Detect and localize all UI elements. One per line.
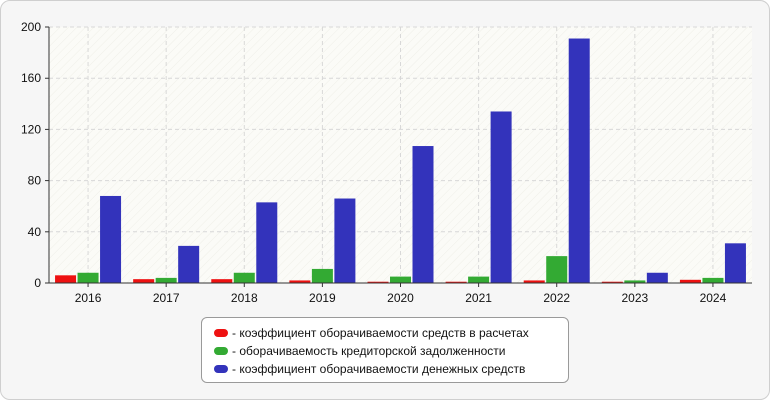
bar <box>624 280 646 283</box>
bar <box>390 276 411 283</box>
axes <box>45 26 752 287</box>
legend-item: - коэффициент оборачиваемости денежных с… <box>214 360 568 378</box>
x-tick-label: 2018 <box>231 291 258 305</box>
bar <box>100 195 122 283</box>
y-tick-labels: 0 40 80 120 160 200 <box>21 20 41 290</box>
legend-swatch <box>214 365 228 373</box>
x-tick-label: 2019 <box>309 291 336 305</box>
bar <box>568 38 590 283</box>
bars <box>55 38 746 283</box>
x-tick-label: 2022 <box>543 291 570 305</box>
bar <box>133 279 155 283</box>
y-tick-label: 160 <box>21 71 41 85</box>
x-tick-label: 2016 <box>75 291 102 305</box>
bar <box>724 243 746 283</box>
legend-label: - коэффициент оборачиваемости денежных с… <box>232 362 526 376</box>
legend-swatch <box>214 329 228 337</box>
y-tick-label: 0 <box>34 276 41 290</box>
bar <box>601 281 623 283</box>
legend-label: - коэффициент оборачиваемости средств в … <box>232 326 529 340</box>
x-tick-label: 2020 <box>387 291 414 305</box>
x-tick-label: 2021 <box>465 291 492 305</box>
legend-swatch <box>214 347 228 355</box>
bar <box>490 111 512 283</box>
bar <box>367 281 389 283</box>
legend-item: - оборачиваемость кредиторской задолженн… <box>214 342 568 360</box>
bar <box>702 277 724 283</box>
x-tick-label: 2024 <box>700 291 727 305</box>
y-tick-label: 120 <box>21 122 41 136</box>
legend-item: - коэффициент оборачиваемости средств в … <box>214 324 568 342</box>
x-tick-label: 2017 <box>153 291 180 305</box>
bar <box>178 245 200 283</box>
bar <box>334 198 356 283</box>
bar <box>211 279 233 283</box>
bar <box>546 256 568 283</box>
bar <box>311 268 333 283</box>
bar <box>679 279 701 283</box>
y-tick-label: 40 <box>28 225 42 239</box>
bar <box>155 277 177 283</box>
bar <box>289 280 311 283</box>
bar <box>646 272 668 283</box>
bar <box>468 276 490 283</box>
y-tick-label: 200 <box>21 20 41 34</box>
bar <box>445 281 467 283</box>
y-tick-label: 80 <box>28 174 42 188</box>
bar <box>55 275 77 283</box>
bar <box>256 202 278 283</box>
legend: - коэффициент оборачиваемости средств в … <box>201 317 569 383</box>
bar <box>77 272 99 283</box>
bar <box>233 272 255 283</box>
x-tick-labels: 2016 2017 2018 2019 2020 2021 2022 2023 2024 <box>75 291 727 305</box>
x-tick-label: 2023 <box>621 291 648 305</box>
bar <box>412 146 434 283</box>
legend-label: - оборачиваемость кредиторской задолженн… <box>232 344 506 358</box>
bar <box>523 280 545 283</box>
